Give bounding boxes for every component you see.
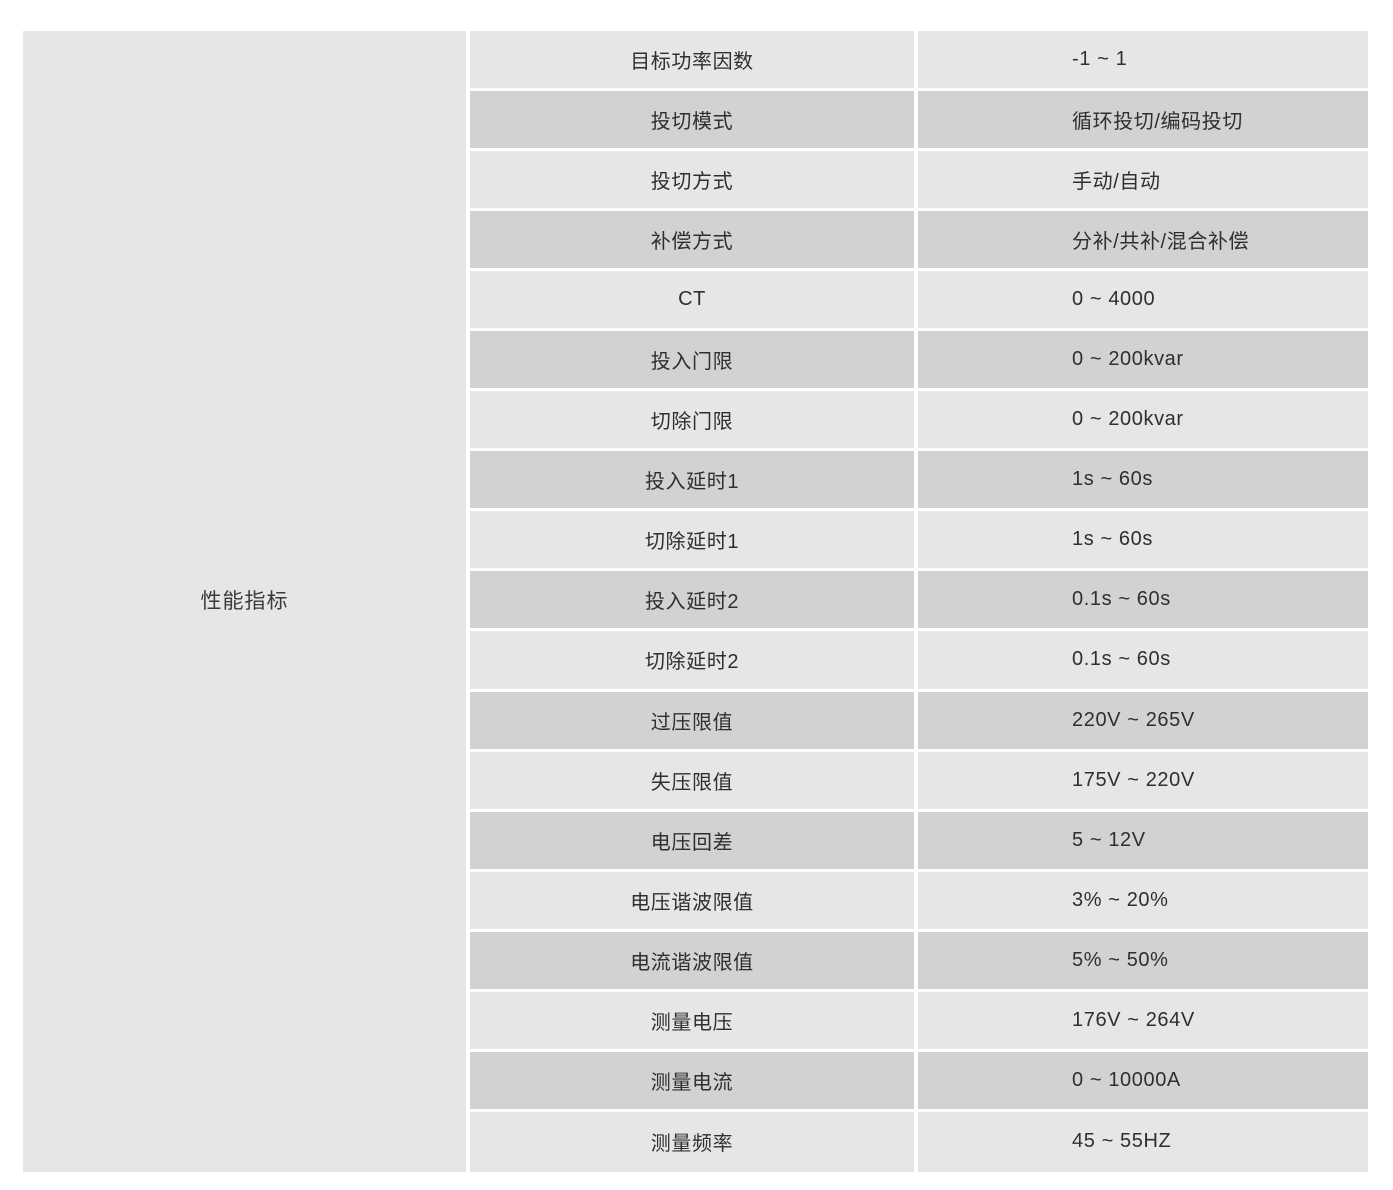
table-row: 投切模式 循环投切/编码投切 — [470, 91, 1368, 152]
parameter-name-cell: 切除延时2 — [470, 631, 918, 692]
table-row: 电压谐波限值 3% ~ 20% — [470, 871, 1368, 932]
table-row: 投入延时1 1s ~ 60s — [470, 451, 1368, 512]
specification-table: 性能指标 目标功率因数 -1 ~ 1 投切模式 循环投切/编码投切 投切方式 手动/自动补… — [23, 31, 1368, 1172]
table-row: 电流谐波限值 5% ~ 50% — [470, 931, 1368, 992]
parameter-name-cell: 投入延时2 — [470, 571, 918, 632]
table-row: 投入延时2 0.1s ~ 60s — [470, 571, 1368, 632]
parameter-value-cell: 3% ~ 20% — [918, 871, 1368, 932]
category-cell: 性能指标 — [23, 31, 470, 1172]
parameter-value-cell: 0 ~ 200kvar — [918, 391, 1368, 452]
parameter-value-cell: -1 ~ 1 — [918, 31, 1368, 92]
parameter-value-cell: 1s ~ 60s — [918, 451, 1368, 512]
parameter-name-cell: 测量电流 — [470, 1051, 918, 1112]
parameter-value-cell: 220V ~ 265V — [918, 691, 1368, 752]
parameter-name-cell: 电压回差 — [470, 811, 918, 872]
parameter-value-cell: 0 ~ 4000 — [918, 271, 1368, 332]
table-row: 投切方式 手动/自动 — [470, 151, 1368, 212]
parameter-name-cell: 测量电压 — [470, 991, 918, 1052]
table-row: 电压回差 5 ~ 12V — [470, 811, 1368, 872]
parameter-name-cell: 投入延时1 — [470, 451, 918, 512]
parameter-name-cell: 补偿方式 — [470, 211, 918, 272]
table-row: 切除延时2 0.1s ~ 60s — [470, 631, 1368, 692]
parameter-value-cell: 5 ~ 12V — [918, 811, 1368, 872]
parameter-value-cell: 175V ~ 220V — [918, 751, 1368, 812]
parameter-name-cell: 目标功率因数 — [470, 31, 918, 92]
parameter-name-cell: 失压限值 — [470, 751, 918, 812]
parameter-value-cell: 45 ~ 55HZ — [918, 1111, 1368, 1172]
parameter-name-cell: CT — [470, 271, 918, 332]
category-label: 性能指标 — [200, 589, 289, 613]
spec-rows-container: 目标功率因数 -1 ~ 1 投切模式 循环投切/编码投切 投切方式 手动/自动 补偿方式 分补… — [470, 31, 1368, 1172]
parameter-value-cell: 分补/共补/混合补偿 — [918, 211, 1368, 272]
table-row: 切除延时1 1s ~ 60s — [470, 511, 1368, 572]
parameter-value-cell: 1s ~ 60s — [918, 511, 1368, 572]
parameter-name-cell: 投切模式 — [470, 91, 918, 152]
parameter-name-cell: 电压谐波限值 — [470, 871, 918, 932]
parameter-value-cell: 0.1s ~ 60s — [918, 631, 1368, 692]
parameter-name-cell: 过压限值 — [470, 691, 918, 752]
table-row: 测量电压 176V ~ 264V — [470, 991, 1368, 1052]
table-row: 切除门限 0 ~ 200kvar — [470, 391, 1368, 452]
parameter-value-cell: 循环投切/编码投切 — [918, 91, 1368, 152]
parameter-value-cell: 0 ~ 10000A — [918, 1051, 1368, 1112]
table-row: 测量电流 0 ~ 10000A — [470, 1051, 1368, 1112]
table-row: 投入门限 0 ~ 200kvar — [470, 331, 1368, 392]
table-row: 补偿方式 分补/共补/混合补偿 — [470, 211, 1368, 272]
table-row: 目标功率因数 -1 ~ 1 — [470, 31, 1368, 92]
parameter-name-cell: 投入门限 — [470, 331, 918, 392]
parameter-value-cell: 0 ~ 200kvar — [918, 331, 1368, 392]
parameter-name-cell: 投切方式 — [470, 151, 918, 212]
parameter-value-cell: 手动/自动 — [918, 151, 1368, 212]
parameter-value-cell: 176V ~ 264V — [918, 991, 1368, 1052]
parameter-value-cell: 0.1s ~ 60s — [918, 571, 1368, 632]
parameter-name-cell: 切除门限 — [470, 391, 918, 452]
parameter-name-cell: 切除延时1 — [470, 511, 918, 572]
table-row: 过压限值 220V ~ 265V — [470, 691, 1368, 752]
parameter-name-cell: 测量频率 — [470, 1111, 918, 1172]
table-row: CT 0 ~ 4000 — [470, 271, 1368, 332]
parameter-name-cell: 电流谐波限值 — [470, 931, 918, 992]
parameter-value-cell: 5% ~ 50% — [918, 931, 1368, 992]
table-row: 测量频率 45 ~ 55HZ — [470, 1111, 1368, 1172]
table-row: 失压限值 175V ~ 220V — [470, 751, 1368, 812]
